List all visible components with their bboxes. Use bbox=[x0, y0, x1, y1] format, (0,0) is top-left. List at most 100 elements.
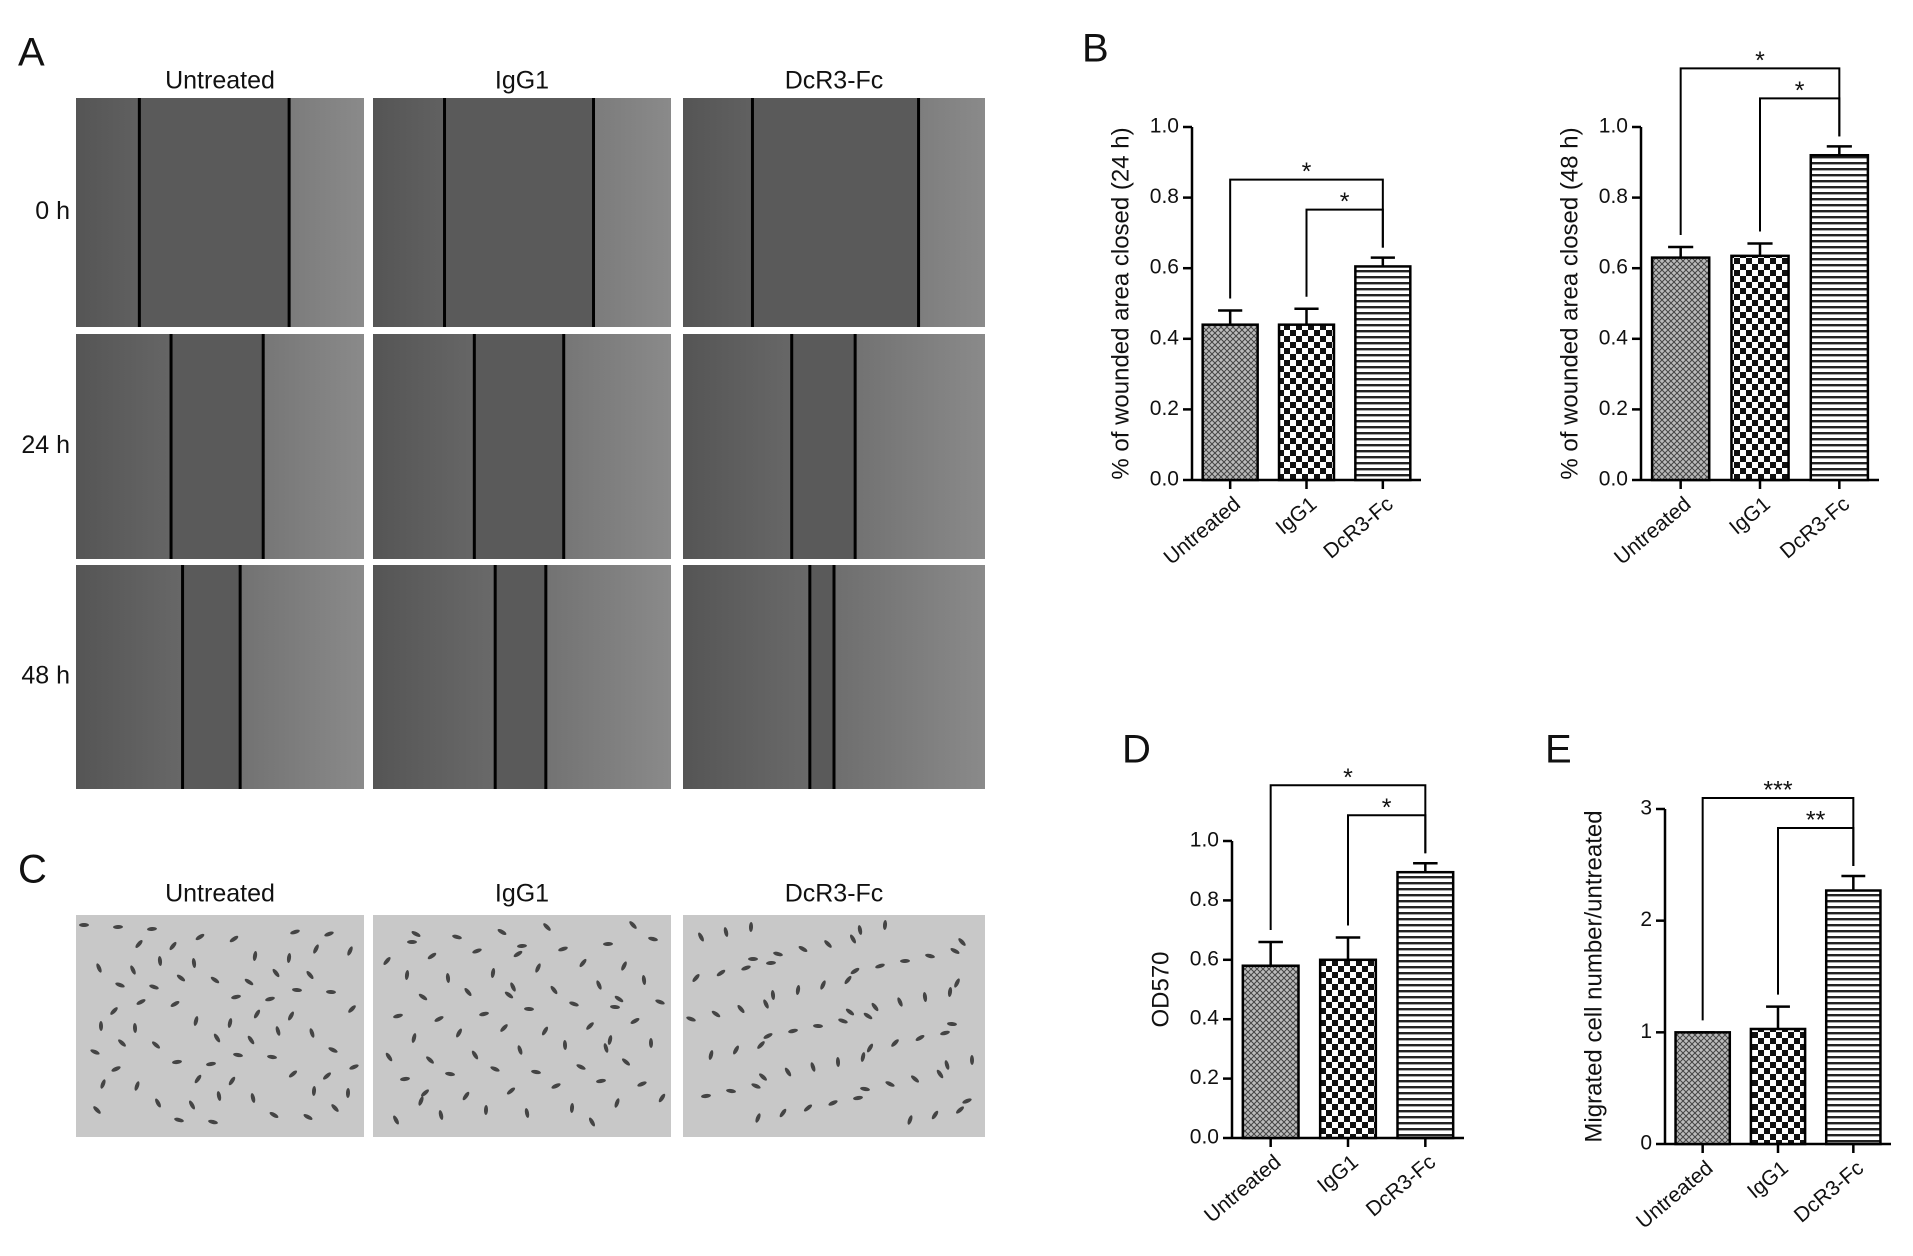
wound-gap bbox=[474, 334, 564, 559]
x-tick-label: Untreated bbox=[1160, 492, 1245, 569]
y-tick-label: 0.2 bbox=[1190, 1066, 1219, 1089]
cell bbox=[118, 1039, 126, 1047]
cell bbox=[411, 1033, 417, 1043]
y-tick-label: 1.0 bbox=[1599, 115, 1628, 138]
cell bbox=[506, 1087, 516, 1095]
transwell-image bbox=[76, 915, 364, 1137]
cell bbox=[936, 1069, 944, 1079]
significance-label: *** bbox=[1763, 777, 1792, 805]
error-bar bbox=[1218, 309, 1243, 325]
cell bbox=[227, 1018, 233, 1028]
cell bbox=[853, 1095, 863, 1101]
bar bbox=[1396, 870, 1455, 1140]
cell bbox=[288, 1070, 298, 1078]
cell bbox=[798, 945, 808, 953]
cell bbox=[813, 1023, 823, 1029]
cell bbox=[866, 1043, 874, 1053]
x-tick-label: Untreated bbox=[1632, 1156, 1717, 1233]
cell bbox=[614, 995, 624, 1003]
row-label: 24 h bbox=[21, 431, 70, 459]
y-tick-label: 0.0 bbox=[1599, 468, 1628, 491]
cell bbox=[500, 1024, 508, 1032]
error-bar bbox=[1747, 242, 1773, 256]
cell bbox=[779, 1108, 787, 1118]
cell bbox=[79, 923, 89, 927]
cell bbox=[844, 975, 852, 985]
cell bbox=[658, 1093, 666, 1103]
cell bbox=[445, 973, 451, 983]
cell bbox=[348, 1005, 356, 1013]
cell bbox=[290, 929, 300, 935]
cell bbox=[411, 931, 421, 937]
cell bbox=[931, 1110, 939, 1120]
cell bbox=[169, 941, 177, 951]
y-tick-label: 0.0 bbox=[1190, 1126, 1219, 1149]
cell bbox=[871, 1002, 879, 1012]
cell bbox=[176, 974, 186, 982]
cell bbox=[253, 1009, 261, 1019]
cell bbox=[497, 928, 507, 936]
cell bbox=[648, 1038, 654, 1048]
cell bbox=[229, 935, 239, 943]
y-tick-label: 0.4 bbox=[1599, 326, 1629, 349]
cell bbox=[828, 1100, 838, 1106]
cell bbox=[863, 1012, 873, 1020]
cell bbox=[607, 1035, 613, 1045]
cell bbox=[90, 1049, 100, 1055]
cell bbox=[550, 985, 558, 995]
cell bbox=[751, 1083, 761, 1089]
bar bbox=[1809, 153, 1870, 482]
cell bbox=[637, 1081, 647, 1087]
cell bbox=[438, 1110, 444, 1120]
cell bbox=[737, 1004, 745, 1014]
cell bbox=[418, 1096, 424, 1106]
bar bbox=[1824, 889, 1882, 1146]
cell bbox=[147, 926, 157, 932]
cell bbox=[558, 946, 568, 952]
cell bbox=[265, 996, 275, 1002]
bar bbox=[1241, 964, 1300, 1140]
cell bbox=[947, 987, 953, 997]
significance-bracket bbox=[1777, 827, 1855, 995]
cell bbox=[860, 1052, 866, 1062]
cell bbox=[490, 1066, 500, 1072]
error-bar bbox=[1294, 307, 1319, 325]
y-tick-label: 0.6 bbox=[1190, 947, 1219, 970]
cell bbox=[543, 923, 551, 931]
panel-label: D bbox=[1122, 728, 1151, 772]
cell bbox=[701, 1093, 711, 1099]
bar bbox=[1730, 254, 1790, 482]
cell bbox=[135, 940, 143, 948]
cell bbox=[655, 999, 665, 1005]
cell bbox=[404, 970, 410, 980]
y-tick-label: 0.0 bbox=[1150, 468, 1179, 491]
cell bbox=[347, 946, 353, 956]
cell bbox=[723, 927, 729, 937]
cell bbox=[524, 1108, 530, 1118]
bar bbox=[1201, 323, 1259, 482]
cell bbox=[393, 1013, 403, 1019]
cell bbox=[891, 1039, 899, 1047]
cell bbox=[907, 1115, 913, 1125]
cell bbox=[462, 1091, 470, 1101]
y-tick-label: 1 bbox=[1640, 1020, 1652, 1043]
column-header: Untreated bbox=[165, 67, 275, 95]
cell bbox=[100, 1079, 106, 1089]
cell bbox=[323, 1072, 331, 1080]
cell bbox=[252, 951, 258, 961]
y-tick-label: 1.0 bbox=[1150, 115, 1179, 138]
cell bbox=[541, 1026, 549, 1036]
wound-gap bbox=[171, 334, 264, 559]
cell bbox=[111, 1066, 121, 1072]
bar bbox=[1354, 265, 1412, 482]
column-header: IgG1 bbox=[495, 67, 549, 95]
significance-bracket bbox=[1347, 814, 1427, 926]
significance-label: * bbox=[1795, 77, 1805, 105]
cell bbox=[698, 932, 704, 942]
x-tick-label: Untreated bbox=[1200, 1150, 1285, 1227]
cell bbox=[885, 1081, 895, 1087]
cell bbox=[434, 1016, 444, 1022]
cell bbox=[925, 953, 935, 959]
cell bbox=[770, 990, 776, 1000]
cell bbox=[445, 1071, 455, 1077]
